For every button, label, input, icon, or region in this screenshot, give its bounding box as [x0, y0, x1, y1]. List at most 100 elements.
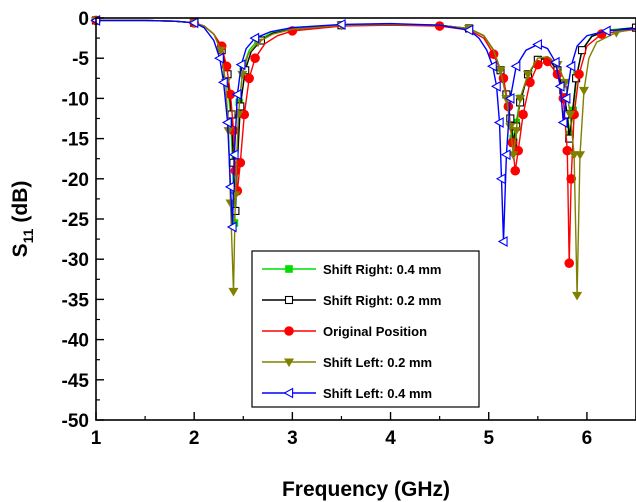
- data-point: [557, 117, 568, 128]
- data-point: [493, 117, 504, 128]
- legend-entry: Shift Left: 0.2 mm: [262, 355, 432, 370]
- y-tick-label: -25: [62, 210, 90, 231]
- data-point: [249, 32, 260, 44]
- data-point: [600, 25, 611, 37]
- data-point: [510, 165, 521, 176]
- data-point: [224, 181, 235, 193]
- data-point: [235, 59, 246, 71]
- legend: Shift Right: 0.4 mm Shift Right: 0.2 mm Or…: [251, 250, 480, 408]
- y-tick-label: 0: [78, 9, 89, 30]
- data-point: [508, 151, 519, 160]
- data-point: [236, 102, 245, 111]
- data-point: [215, 46, 226, 56]
- data-point: [285, 265, 293, 273]
- data-point: [490, 80, 501, 92]
- data-point: [554, 80, 565, 92]
- data-point: [230, 165, 241, 176]
- data-point: [578, 86, 589, 96]
- data-point: [228, 149, 239, 161]
- data-point: [284, 326, 294, 336]
- data-point: [565, 60, 576, 72]
- data-point: [500, 149, 511, 161]
- data-point: [231, 88, 242, 100]
- legend-label: Shift Left: 0.2 mm: [323, 355, 432, 370]
- y-axis-title: S11 (dB): [9, 181, 36, 258]
- series-layer: [90, 14, 636, 301]
- legend-label: Shift Left: 0.4 mm: [323, 386, 432, 401]
- x-tick-label: 1: [91, 428, 102, 449]
- data-point: [515, 94, 526, 104]
- y-tick-label: -35: [62, 290, 90, 311]
- y-tick-label: -10: [62, 89, 89, 110]
- axis-ticks: 1 2 3 4 5 6 0 -5 -10 -15 -20 -25 -30 -35 -40 -45 -50: [62, 9, 636, 449]
- legend-entry: Shift Left: 0.4 mm: [262, 386, 432, 401]
- data-point: [218, 76, 228, 88]
- legend-entry: Shift Right: 0.4 mm: [262, 262, 441, 277]
- y-tick-label: -5: [72, 49, 89, 70]
- data-point: [221, 61, 232, 72]
- data-point: [230, 191, 241, 200]
- y-axis-title-main: S: [9, 243, 32, 257]
- data-point: [611, 29, 622, 38]
- data-point: [463, 24, 474, 36]
- y-tick-label: -45: [62, 371, 90, 392]
- data-point: [235, 157, 246, 168]
- series-line: [96, 19, 636, 212]
- data-point: [511, 127, 522, 136]
- data-point: [188, 17, 199, 29]
- data-point: [574, 69, 584, 80]
- data-point: [631, 23, 636, 32]
- data-point: [560, 92, 571, 104]
- series-line: [96, 19, 636, 242]
- y-tick-label: -50: [62, 411, 89, 432]
- legend-entry: Shift Right: 0.2 mm: [262, 293, 441, 308]
- data-point: [549, 56, 560, 68]
- data-point: [495, 173, 506, 185]
- x-axis-title: Frequency (GHz): [282, 478, 450, 501]
- x-tick-label: 6: [582, 428, 593, 449]
- data-point: [226, 221, 237, 233]
- y-tick-label: -40: [62, 331, 89, 352]
- series-line: [96, 19, 636, 296]
- x-tick-label: 2: [189, 428, 200, 449]
- series-line: [96, 19, 636, 264]
- series-line: [96, 19, 636, 224]
- data-point: [575, 151, 586, 160]
- y-axis-title-unit: (dB): [9, 181, 32, 223]
- data-point: [522, 70, 534, 80]
- data-point: [284, 295, 294, 305]
- data-point: [564, 258, 575, 269]
- series-1: [92, 16, 636, 227]
- data-point: [283, 358, 295, 368]
- y-tick-label: -20: [62, 170, 89, 191]
- data-point: [495, 66, 506, 76]
- data-point: [532, 39, 542, 50]
- legend-entry: Original Position: [262, 324, 427, 339]
- data-point: [497, 236, 508, 247]
- x-tick-label: 4: [385, 428, 396, 449]
- y-axis-title-subscript: 11: [20, 228, 36, 243]
- data-point: [214, 52, 224, 64]
- data-point: [228, 287, 239, 297]
- series-5: [90, 14, 636, 247]
- data-point: [572, 291, 583, 301]
- x-tick-label: 5: [483, 428, 494, 449]
- data-point: [566, 174, 577, 184]
- legend-label: Shift Right: 0.4 mm: [323, 262, 441, 277]
- data-point: [250, 53, 260, 64]
- data-point: [335, 18, 346, 30]
- legend-label: Original Position: [323, 324, 427, 339]
- data-point: [510, 60, 521, 72]
- legend-label: Shift Right: 0.2 mm: [323, 293, 441, 308]
- data-point: [283, 387, 294, 399]
- data-point: [562, 145, 573, 156]
- data-point: [244, 73, 254, 84]
- x-tick-label: 3: [287, 428, 298, 449]
- data-point: [518, 109, 528, 120]
- data-point: [542, 56, 553, 67]
- y-tick-label: -30: [62, 250, 89, 271]
- data-point: [565, 111, 576, 120]
- data-point: [221, 117, 232, 128]
- series-3: [91, 15, 636, 269]
